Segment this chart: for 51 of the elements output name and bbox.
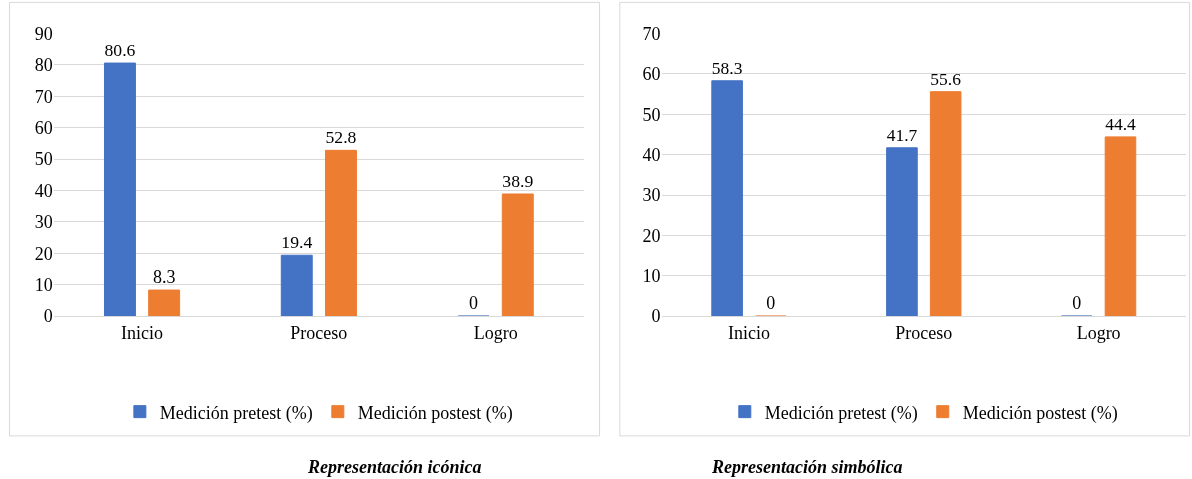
data-label: 0 bbox=[1072, 293, 1082, 314]
y-tick-label: 50 bbox=[34, 149, 53, 170]
y-tick-label: 10 bbox=[34, 275, 53, 296]
data-label: 55.6 bbox=[930, 68, 962, 89]
y-tick-label: 40 bbox=[642, 144, 661, 165]
y-tick-label: 50 bbox=[642, 104, 661, 125]
data-label: 0 bbox=[766, 293, 776, 314]
legend-label: Medición postest (%) bbox=[357, 402, 513, 424]
data-label: 52.8 bbox=[325, 127, 357, 148]
y-tick-label: 0 bbox=[651, 306, 661, 327]
text: Representación simbólica bbox=[711, 457, 903, 477]
legend-label: Medición postest (%) bbox=[962, 402, 1118, 424]
data-label: 0 bbox=[469, 293, 479, 314]
x-tick-label: Logro bbox=[473, 322, 518, 343]
bar bbox=[103, 62, 136, 317]
bar bbox=[501, 193, 534, 317]
y-tick-label: 20 bbox=[642, 225, 661, 246]
y-tick-label: 70 bbox=[34, 86, 53, 107]
legend-label: Medición pretest (%) bbox=[764, 402, 918, 424]
legend-label: Medición pretest (%) bbox=[159, 402, 313, 424]
y-tick-label: 30 bbox=[642, 185, 661, 206]
y-tick-label: 90 bbox=[34, 23, 53, 44]
y-tick-label: 40 bbox=[34, 180, 53, 201]
data-label: 44.4 bbox=[1105, 113, 1137, 134]
bar bbox=[324, 149, 357, 317]
y-tick-label: 0 bbox=[43, 306, 53, 327]
data-label: 38.9 bbox=[502, 171, 534, 192]
text: Representación icónica bbox=[307, 457, 482, 477]
data-label: 8.3 bbox=[152, 267, 176, 288]
x-tick-label: Proceso bbox=[895, 322, 953, 343]
x-tick-label: Inicio bbox=[121, 322, 164, 343]
data-label: 41.7 bbox=[886, 124, 918, 145]
y-tick-label: 60 bbox=[642, 64, 661, 85]
y-tick-label: 30 bbox=[34, 212, 53, 233]
bar bbox=[280, 254, 313, 317]
y-tick-label: 10 bbox=[642, 266, 661, 287]
data-label: 80.6 bbox=[104, 40, 136, 61]
data-label: 58.3 bbox=[711, 57, 743, 78]
y-tick-label: 70 bbox=[642, 23, 661, 44]
x-tick-label: Logro bbox=[1076, 322, 1121, 343]
bar bbox=[1104, 136, 1137, 317]
bar bbox=[148, 289, 181, 317]
y-tick-label: 80 bbox=[34, 55, 53, 76]
x-tick-label: Inicio bbox=[727, 322, 770, 343]
data-label: 19.4 bbox=[281, 232, 313, 253]
y-tick-label: 60 bbox=[34, 118, 53, 139]
y-tick-label: 20 bbox=[34, 243, 53, 264]
bar bbox=[929, 91, 962, 317]
bar bbox=[886, 147, 918, 317]
x-tick-label: Proceso bbox=[290, 322, 348, 343]
bar bbox=[711, 80, 743, 317]
